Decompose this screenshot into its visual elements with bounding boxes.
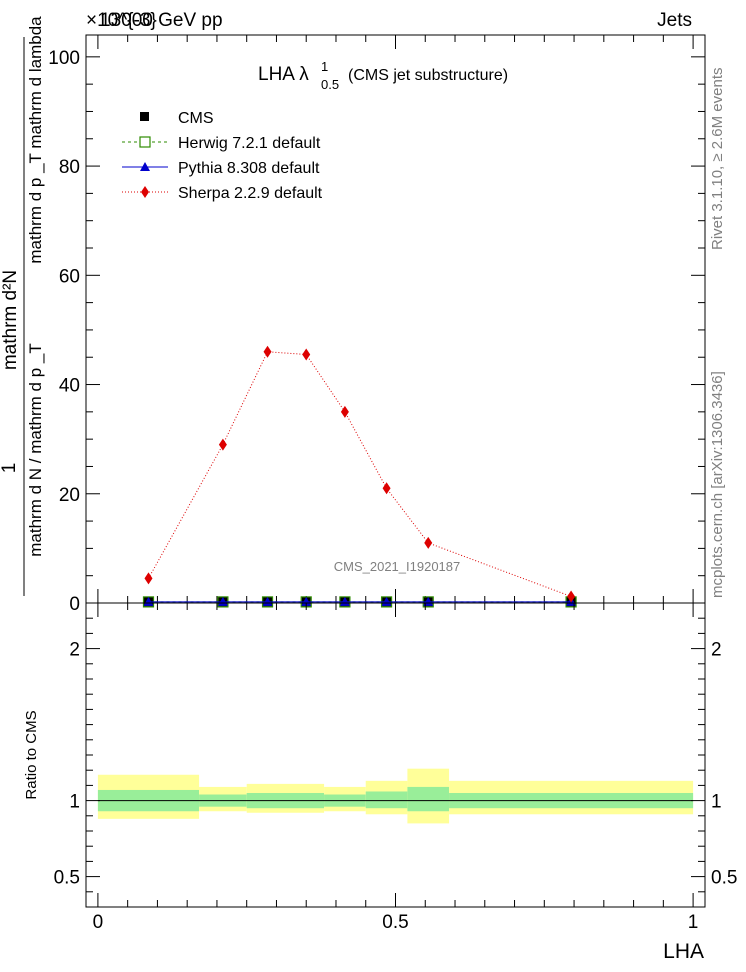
data-point — [339, 596, 350, 606]
title-rest: (CMS jet substructure) — [348, 67, 508, 84]
data-point — [262, 596, 273, 606]
ratio-ytick-label-left: 2 — [69, 640, 80, 661]
ratio-panel-frame — [85, 602, 706, 908]
legend-cms-marker — [140, 112, 149, 121]
legend-herwig-label: Herwig 7.2.1 default — [178, 135, 321, 152]
ratio-x-tick-labels: 0 0.5 1 — [93, 912, 699, 933]
data-point — [263, 345, 272, 358]
ratio-inner-band — [407, 786, 450, 812]
data-point — [382, 482, 391, 495]
ratio-y-tick-labels: 0.5 0.5 1 1 2 2 — [54, 640, 738, 889]
data-point — [302, 348, 311, 361]
ratio-ytick-label-right: 2 — [711, 640, 722, 661]
legend-cms-label: CMS — [178, 110, 214, 127]
series-2 — [143, 596, 577, 606]
data-point — [217, 596, 228, 606]
main-ytick-label: 60 — [59, 266, 80, 287]
series-layer — [142, 345, 577, 608]
main-y-axis-label: mathrm d²N mathrm d p _T mathrm d lambda… — [0, 16, 45, 596]
ylabel-denominator: mathrm d N / mathrm d p _T — [26, 343, 45, 557]
data-point — [144, 572, 153, 585]
main-ytick-label: 20 — [59, 485, 80, 506]
main-ytick-label: 100 — [48, 48, 80, 69]
legend-sherpa-label: Sherpa 2.2.9 default — [178, 185, 323, 202]
ratio-inner-band — [365, 791, 408, 809]
series-3 — [144, 345, 576, 603]
legend: CMS Herwig 7.2.1 default Pythia 8.308 de… — [122, 110, 323, 202]
data-point — [567, 590, 576, 603]
main-axis-ticks — [86, 35, 705, 604]
title-sub: 0.5 — [321, 77, 339, 92]
x-axis-label: LHA — [663, 940, 704, 963]
data-point — [143, 596, 154, 606]
ylabel-top-denominator: mathrm d p _T mathrm d lambda — [26, 16, 45, 264]
legend-pythia-label: Pythia 8.308 default — [178, 160, 320, 177]
data-point — [340, 405, 349, 418]
ratio-ytick-label-right: 0.5 — [711, 868, 737, 889]
legend-herwig-marker — [139, 136, 151, 148]
ratio-xtick-label: 0.5 — [382, 912, 408, 933]
ylabel-numerator: 1 — [0, 463, 20, 474]
main-ytick-label: 80 — [59, 157, 80, 178]
exponent-label: ×10^{-3} — [86, 10, 157, 31]
main-ytick-label: 0 — [69, 594, 80, 615]
legend-sherpa-marker — [141, 186, 149, 198]
title-main: LHA λ — [258, 64, 309, 85]
rivet-label: Rivet 3.1.10, ≥ 2.6M events — [709, 68, 726, 251]
ratio-ytick-label-left: 0.5 — [54, 868, 80, 889]
ratio-ytick-label-right: 1 — [711, 792, 722, 813]
ratio-ytick-label-left: 1 — [69, 792, 80, 813]
main-title: LHA λ 1 0.5 (CMS jet substructure) — [258, 59, 508, 92]
process-label: Jets — [657, 10, 692, 31]
energy-label: 13000 GeV pp — [100, 10, 223, 31]
legend-pythia-marker — [140, 162, 150, 171]
main-y-tick-labels: 0 20 40 60 80 100 — [48, 48, 80, 615]
ratio-y-axis-label: Ratio to CMS — [23, 710, 40, 799]
data-point — [301, 596, 312, 606]
ratio-xtick-label: 1 — [688, 912, 699, 933]
analysis-watermark: CMS_2021_I1920187 — [334, 559, 461, 574]
data-point — [424, 536, 433, 549]
ratio-xtick-label: 0 — [93, 912, 104, 933]
data-point — [381, 596, 392, 606]
ratio-axis-ticks — [86, 603, 705, 907]
main-ytick-label: 40 — [59, 376, 80, 397]
title-sup: 1 — [321, 59, 328, 74]
data-point — [218, 438, 227, 451]
ratio-bands — [97, 768, 694, 824]
mcplots-label: mcplots.cern.ch [arXiv:1306.3436] — [709, 371, 726, 598]
ylabel-top-numerator: mathrm d²N — [0, 270, 21, 370]
